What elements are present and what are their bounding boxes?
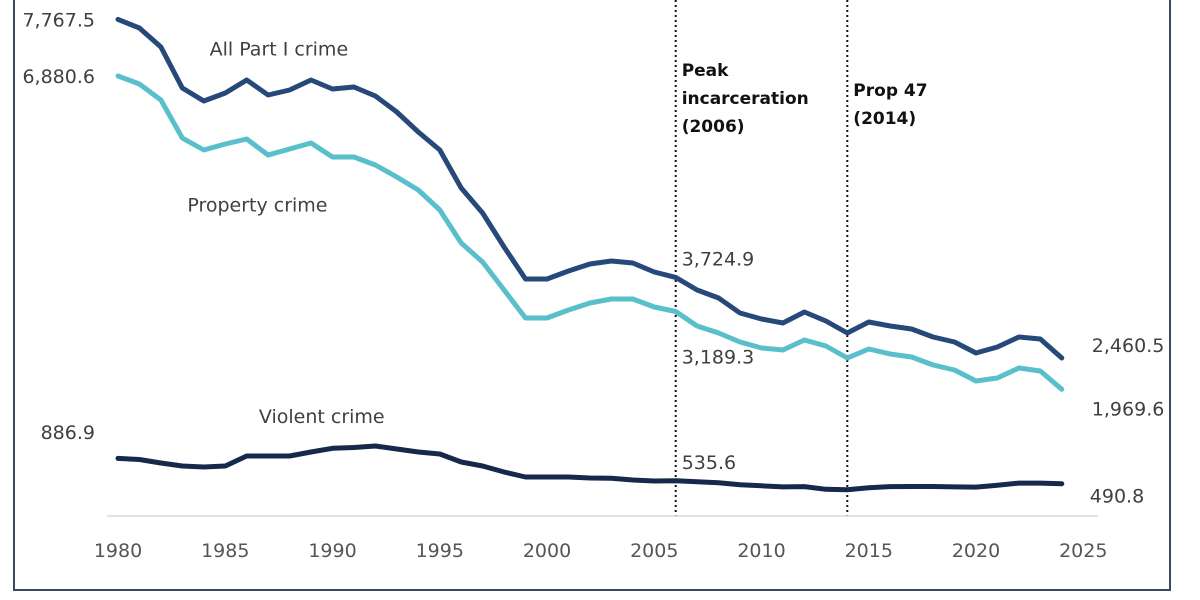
data-value-label: 3,189.3 [682,347,755,369]
x-tick-label: 2005 [630,540,678,562]
data-value-label: 490.8 [1090,486,1144,508]
annotation-label: (2006) [682,117,745,137]
x-tick-label: 2015 [845,540,893,562]
series-line-property-crime [115,73,1065,392]
series-label-layer: All Part I crime Property crime Violent cr… [187,39,384,428]
x-tick-label: 1980 [94,540,142,562]
annotation-label: incarceration [682,89,809,109]
x-tick-label: 2000 [523,540,571,562]
series-line-violent-crime [115,443,1065,493]
x-tick-label: 2025 [1059,540,1107,562]
x-tick-label: 1995 [416,540,464,562]
data-value-label: 3,724.9 [682,248,755,270]
series-label: Violent crime [259,406,385,428]
annotation-layer: Peak incarceration (2006) Prop 47 (2014) [674,0,928,516]
data-value-label: 7,767.5 [22,9,95,31]
series-label: All Part I crime [210,39,349,61]
annotation-label: Prop 47 [853,81,927,101]
annotation-label: Peak [682,61,729,81]
data-value-label: 535.6 [682,452,736,474]
x-tick-label: 2020 [952,540,1000,562]
value-label-layer: 7,767.5 6,880.6 886.9 3,724.9 3,189.3 535.6 2,… [22,9,1164,507]
x-tick-label: 1990 [308,540,356,562]
data-value-label: 886.9 [41,422,95,444]
annotation-label: (2014) [853,109,916,129]
x-axis-tick-labels: 1980 1985 1990 1995 2000 2005 2010 2015 2020 2025 [94,540,1108,562]
series-layer [115,16,1065,493]
x-tick-label: 1985 [201,540,249,562]
series-label: Property crime [187,194,327,216]
series-line-all-part-i-crime [115,16,1065,361]
x-tick-label: 2010 [737,540,785,562]
data-value-label: 1,969.6 [1092,398,1165,420]
data-value-label: 2,460.5 [1092,335,1165,357]
data-value-label: 6,880.6 [22,66,95,88]
